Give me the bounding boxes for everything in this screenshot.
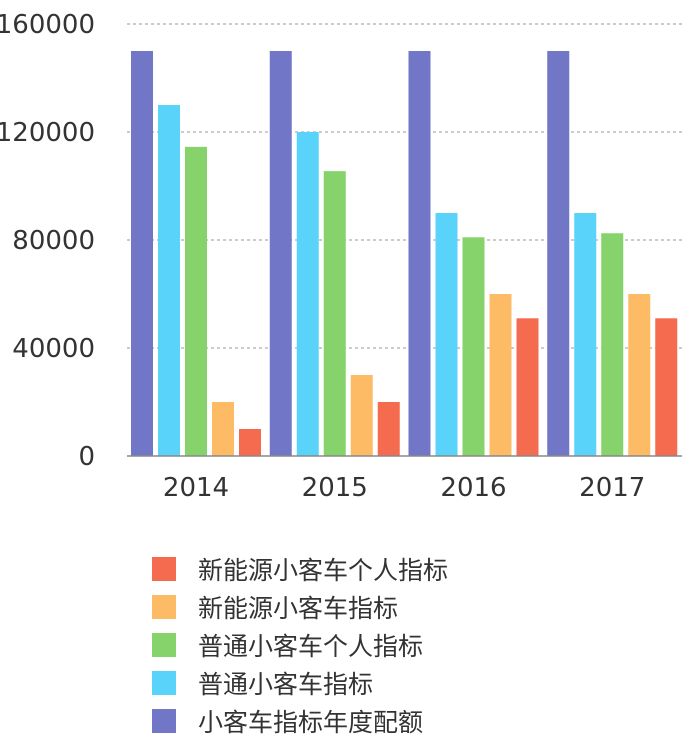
legend-item: 普通小客车个人指标 bbox=[152, 626, 448, 664]
y-tick-label: 40000 bbox=[12, 334, 95, 364]
bar bbox=[574, 213, 597, 456]
bar bbox=[212, 402, 234, 456]
legend-swatch bbox=[152, 633, 176, 657]
bar bbox=[158, 105, 180, 456]
x-tick-label: 2016 bbox=[440, 473, 506, 503]
legend-label: 小客车指标年度配额 bbox=[198, 708, 424, 737]
bar bbox=[377, 402, 400, 456]
bar bbox=[239, 429, 261, 456]
x-tick-label: 2015 bbox=[302, 473, 368, 503]
legend-label: 普通小客车个人指标 bbox=[198, 632, 424, 661]
bar-chart: 0 40000 80000 120000 160000 2014 2015 2016 2017 bbox=[0, 10, 682, 503]
bar bbox=[350, 375, 373, 456]
bar bbox=[628, 294, 651, 456]
legend-swatch bbox=[152, 709, 176, 733]
legend-item: 新能源小客车指标 bbox=[152, 588, 448, 626]
bar bbox=[185, 146, 207, 456]
legend-swatch bbox=[152, 557, 176, 581]
legend-label: 普通小客车指标 bbox=[198, 670, 374, 699]
bar bbox=[323, 171, 346, 456]
x-tick-label: 2017 bbox=[579, 473, 645, 503]
gridlines bbox=[127, 23, 682, 349]
bar bbox=[489, 294, 512, 456]
bar bbox=[547, 51, 570, 456]
y-tick-label: 120000 bbox=[0, 118, 95, 148]
bar bbox=[601, 233, 624, 456]
bars bbox=[131, 51, 678, 456]
bar bbox=[408, 51, 431, 456]
legend-label: 新能源小客车指标 bbox=[198, 594, 399, 623]
y-tick-label: 160000 bbox=[0, 10, 95, 40]
y-tick-label: 80000 bbox=[12, 226, 95, 256]
bar bbox=[435, 213, 458, 456]
y-tick-label: 0 bbox=[78, 442, 95, 472]
legend: 新能源小客车个人指标 新能源小客车指标 普通小客车个人指标 普通小客车指标小客车指标年… bbox=[152, 550, 448, 740]
bar bbox=[131, 51, 153, 456]
bar bbox=[516, 318, 539, 456]
legend-item: 普通小客车指标 bbox=[152, 664, 448, 702]
y-axis-ticks: 0 40000 80000 120000 160000 bbox=[0, 10, 95, 472]
legend-label: 新能源小客车个人指标 bbox=[198, 556, 449, 585]
x-axis-ticks: 2014 2015 2016 2017 bbox=[163, 473, 645, 503]
legend-item: 小客车指标年度配额 bbox=[152, 702, 448, 740]
bar bbox=[296, 132, 319, 456]
legend-item: 新能源小客车个人指标 bbox=[152, 550, 448, 588]
bar bbox=[462, 237, 485, 456]
x-tick-label: 2014 bbox=[163, 473, 229, 503]
legend-swatch bbox=[152, 595, 176, 619]
bar bbox=[269, 51, 292, 456]
legend-swatch bbox=[152, 671, 176, 695]
bar bbox=[655, 318, 678, 456]
